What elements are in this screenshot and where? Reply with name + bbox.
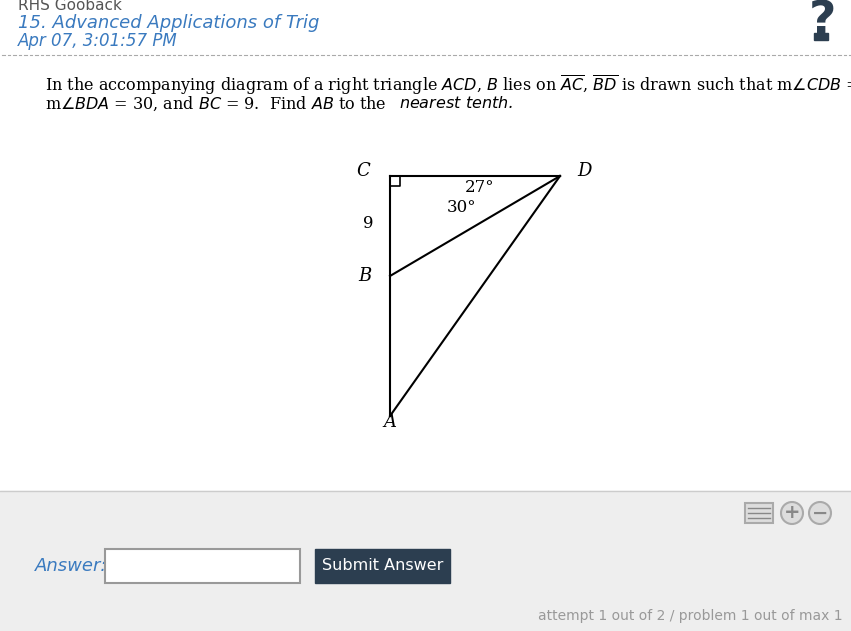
Text: ?: ? [808, 0, 836, 44]
Text: RHS Gooback: RHS Gooback [18, 0, 122, 13]
Text: Answer:: Answer: [35, 557, 107, 575]
Circle shape [781, 502, 803, 524]
Text: 15. Advanced Applications of Trig: 15. Advanced Applications of Trig [18, 14, 319, 32]
Text: attempt 1 out of 2 / problem 1 out of max 1: attempt 1 out of 2 / problem 1 out of ma… [539, 609, 843, 623]
Text: Apr 07, 3:01:57 PM: Apr 07, 3:01:57 PM [18, 32, 178, 50]
Text: D: D [577, 162, 591, 180]
Text: m$\angle\mathit{BDA}$ = 30, and $\mathit{BC}$ = 9.  Find $\mathit{AB}$ to the: m$\angle\mathit{BDA}$ = 30, and $\mathit… [45, 95, 387, 113]
Text: 30°: 30° [447, 199, 477, 216]
Bar [105, 549, 300, 583]
Bar [814, 33, 828, 40]
Text: C: C [357, 162, 370, 180]
Bar [745, 503, 773, 523]
Bar [315, 549, 450, 583]
Text: 9: 9 [363, 216, 374, 232]
Bar [0, 491, 851, 631]
Text: Submit Answer: Submit Answer [322, 558, 443, 574]
Text: B: B [359, 267, 372, 285]
Text: $\mathit{nearest\ tenth}$.: $\mathit{nearest\ tenth}$. [399, 95, 513, 112]
Text: In the accompanying diagram of a right triangle $\mathit{ACD}$, $\mathit{B}$ lie: In the accompanying diagram of a right t… [45, 73, 851, 97]
Text: −: − [812, 504, 828, 522]
Circle shape [809, 502, 831, 524]
Text: A: A [384, 413, 397, 431]
Bar [0, 0, 851, 71]
Text: +: + [784, 504, 800, 522]
Text: 27°: 27° [465, 179, 494, 196]
